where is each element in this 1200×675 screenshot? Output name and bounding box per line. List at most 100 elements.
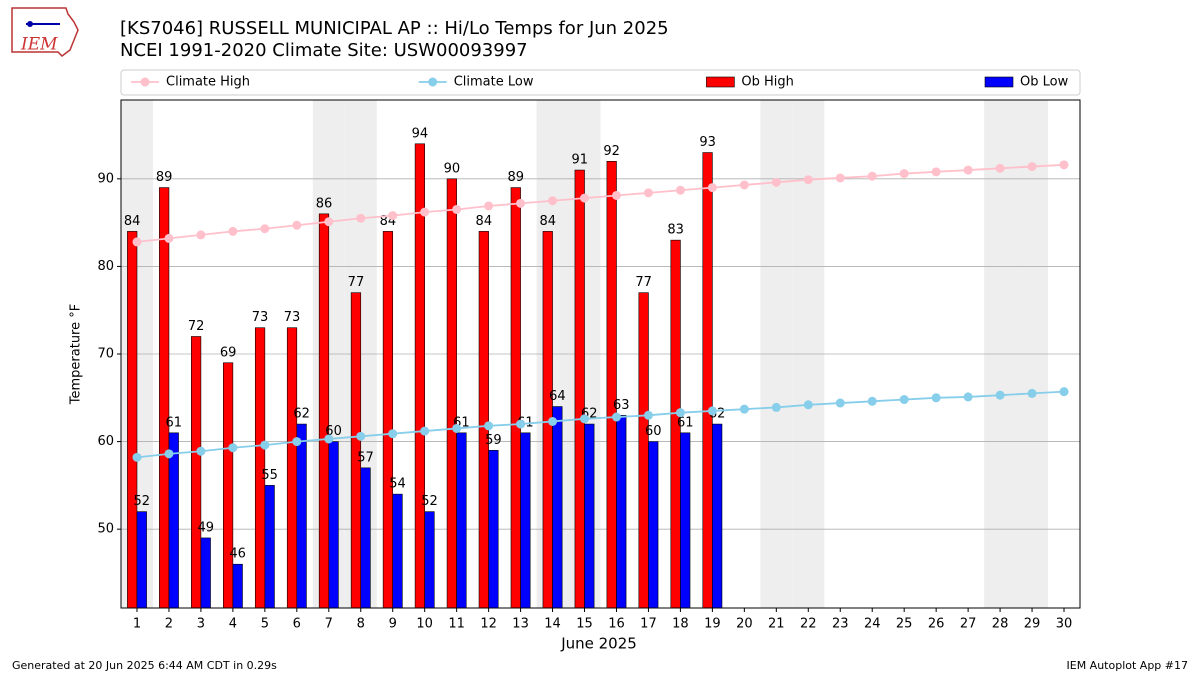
marker xyxy=(707,183,717,193)
bar-label: 90 xyxy=(444,161,461,176)
marker xyxy=(771,177,781,187)
marker xyxy=(611,412,621,422)
x-tick-label: 25 xyxy=(896,617,913,632)
legend-swatch xyxy=(984,76,1014,88)
marker xyxy=(931,167,941,177)
bar-label: 59 xyxy=(485,433,502,448)
x-tick-label: 8 xyxy=(357,617,365,632)
marker xyxy=(611,190,621,200)
marker xyxy=(580,414,590,424)
line xyxy=(136,163,1065,243)
legend: Climate High Climate Low Ob High Ob Low xyxy=(120,69,1081,96)
x-tick-label: 20 xyxy=(736,617,753,632)
marker xyxy=(739,180,749,190)
bar xyxy=(382,231,394,609)
bar-label: 72 xyxy=(188,319,205,334)
bar xyxy=(222,362,234,609)
x-tick-label: 24 xyxy=(864,617,881,632)
marker xyxy=(580,193,590,203)
marker xyxy=(356,213,366,223)
marker xyxy=(1027,388,1037,398)
y-tick-label: 80 xyxy=(97,259,114,274)
line xyxy=(136,390,1065,459)
marker xyxy=(260,224,270,234)
marker xyxy=(452,204,462,214)
x-tick-label: 7 xyxy=(325,617,333,632)
bar-label: 91 xyxy=(571,153,588,168)
marker xyxy=(643,188,653,198)
bar-label: 89 xyxy=(156,170,173,185)
x-tick-label: 17 xyxy=(640,617,657,632)
x-tick-label: 18 xyxy=(672,617,689,632)
x-tick-label: 29 xyxy=(1024,617,1041,632)
plot-frame xyxy=(120,99,1081,609)
bar xyxy=(638,292,649,609)
bar-label: 69 xyxy=(220,345,237,360)
x-axis-label: June 2025 xyxy=(560,635,637,653)
marker xyxy=(899,169,909,179)
bar-label: 61 xyxy=(165,415,182,430)
bar xyxy=(702,152,713,609)
bar-label: 52 xyxy=(134,494,151,509)
marker xyxy=(132,237,142,247)
marker xyxy=(1027,162,1037,172)
bar xyxy=(136,511,147,609)
marker xyxy=(803,400,813,410)
chart-title: [KS7046] RUSSELL MUNICIPAL AP :: Hi/Lo T… xyxy=(120,18,669,39)
y-tick-label: 70 xyxy=(97,347,114,362)
bar-label: 86 xyxy=(316,196,333,211)
bar xyxy=(318,213,330,609)
y-tick-label: 90 xyxy=(97,171,114,186)
marker xyxy=(292,437,302,447)
bar xyxy=(424,511,435,609)
x-tick-label: 9 xyxy=(389,617,397,632)
legend-label: Ob Low xyxy=(1020,75,1069,90)
x-tick-label: 19 xyxy=(704,617,721,632)
marker xyxy=(516,419,526,429)
y-tick-label: 50 xyxy=(97,522,114,537)
legend-swatch xyxy=(706,76,735,88)
bar xyxy=(456,432,467,609)
bar-label: 54 xyxy=(389,477,406,492)
bar xyxy=(584,423,595,609)
bar xyxy=(552,406,563,609)
marker xyxy=(420,207,430,217)
bar xyxy=(360,467,371,609)
bar xyxy=(200,537,211,609)
marker xyxy=(995,390,1005,400)
marker xyxy=(196,230,206,240)
bar xyxy=(392,493,403,609)
marker xyxy=(356,431,366,441)
marker xyxy=(228,226,238,236)
marker xyxy=(835,173,845,183)
legend-marker xyxy=(140,77,150,87)
legend-label: Climate High xyxy=(166,75,250,90)
bar-label: 63 xyxy=(613,398,630,413)
x-tick-label: 2 xyxy=(165,617,173,632)
marker xyxy=(164,449,174,459)
x-tick-label: 12 xyxy=(480,617,497,632)
bar xyxy=(191,336,202,609)
footer-left: Generated at 20 Jun 2025 6:44 AM CDT in … xyxy=(12,659,277,672)
marker xyxy=(388,429,398,439)
bar xyxy=(127,231,138,609)
bar-label: 89 xyxy=(508,170,525,185)
bar-label: 84 xyxy=(539,214,556,229)
x-tick-label: 16 xyxy=(608,617,625,632)
marker xyxy=(324,217,334,227)
logo: IEM xyxy=(11,7,79,57)
x-tick-label: 6 xyxy=(293,617,301,632)
marker xyxy=(164,233,174,243)
bar xyxy=(510,187,521,609)
bar xyxy=(712,423,723,609)
marker xyxy=(1059,387,1069,397)
marker xyxy=(484,201,494,211)
bar xyxy=(159,187,170,609)
legend-label: Ob High xyxy=(741,75,794,90)
marker xyxy=(771,402,781,412)
bar-label: 83 xyxy=(667,223,684,238)
bar-label: 93 xyxy=(699,135,716,150)
bar-label: 61 xyxy=(677,415,694,430)
marker xyxy=(388,211,398,221)
marker xyxy=(548,416,558,426)
